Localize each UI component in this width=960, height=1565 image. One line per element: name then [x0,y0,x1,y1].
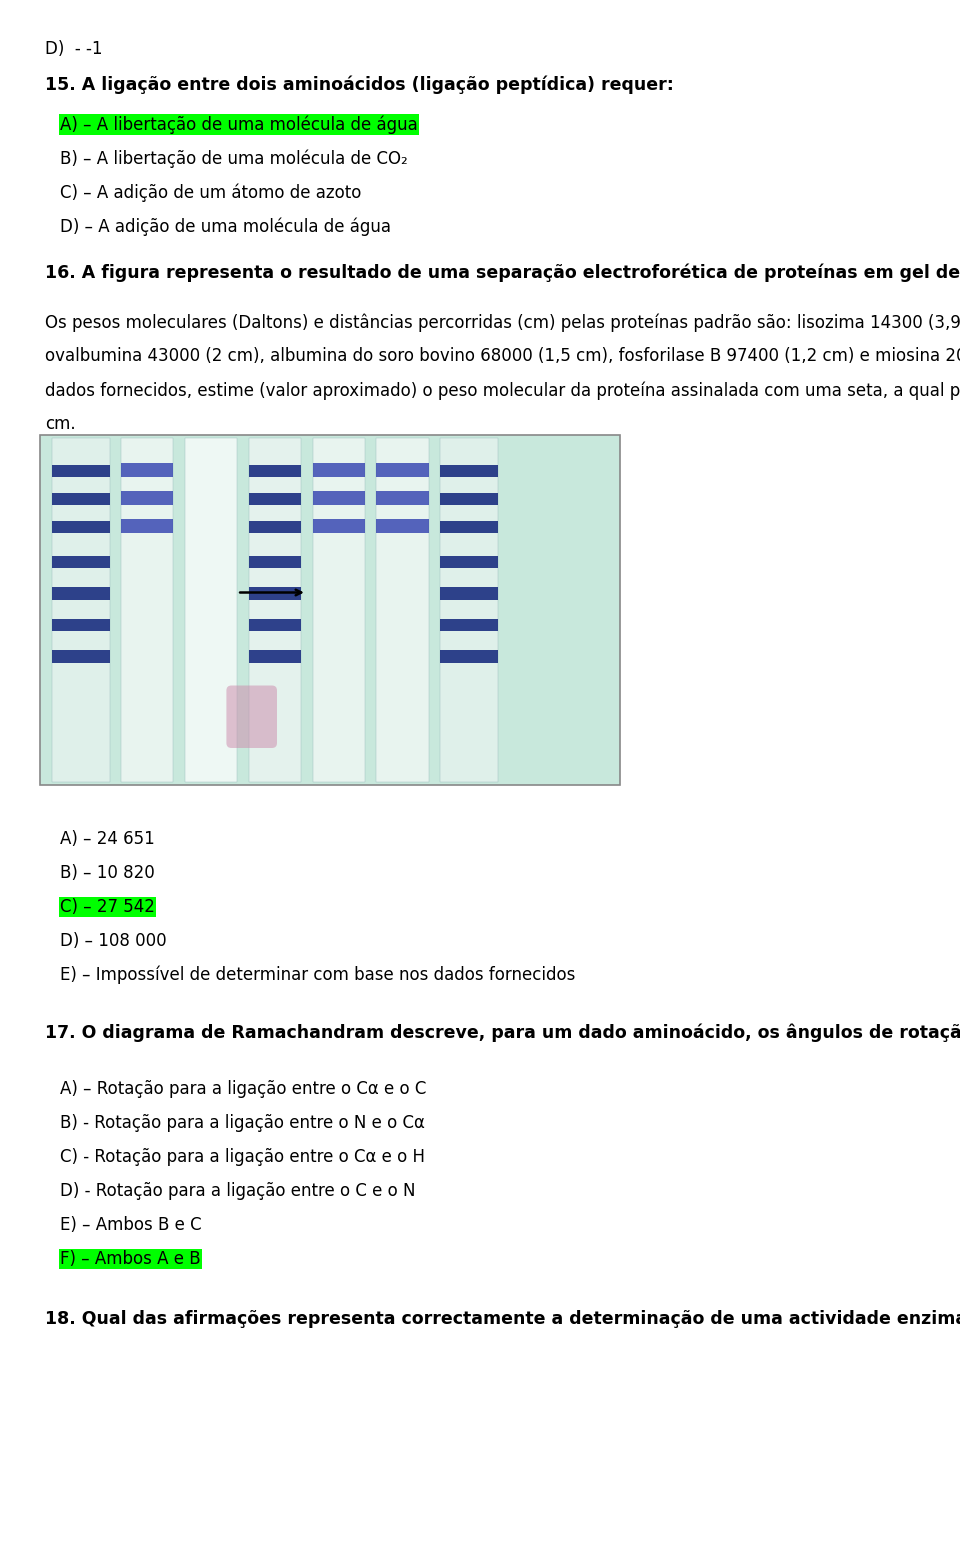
FancyBboxPatch shape [52,649,109,662]
Text: E) – Impossível de determinar com base nos dados fornecidos: E) – Impossível de determinar com base n… [60,966,575,984]
FancyBboxPatch shape [121,438,174,782]
FancyBboxPatch shape [441,521,498,534]
FancyBboxPatch shape [40,435,620,786]
Text: A) – A libertação de uma molécula de água: A) – A libertação de uma molécula de águ… [60,114,418,133]
FancyBboxPatch shape [441,587,498,599]
Text: C) - Rotação para a ligação entre o Cα e o H: C) - Rotação para a ligação entre o Cα e… [60,1149,425,1166]
FancyBboxPatch shape [249,465,301,477]
Text: B) – 10 820: B) – 10 820 [60,864,155,883]
Text: C) – A adição de um átomo de azoto: C) – A adição de um átomo de azoto [60,183,361,202]
FancyBboxPatch shape [52,587,109,599]
FancyBboxPatch shape [249,493,301,505]
Text: F) – Ambos A e B: F) – Ambos A e B [60,1250,201,1268]
FancyBboxPatch shape [249,521,301,534]
FancyBboxPatch shape [376,520,428,534]
Text: B) – A libertação de uma molécula de CO₂: B) – A libertação de uma molécula de CO₂ [60,149,408,167]
FancyBboxPatch shape [313,463,365,477]
FancyBboxPatch shape [121,520,174,534]
FancyBboxPatch shape [121,491,174,505]
Text: cm.: cm. [45,415,76,434]
FancyBboxPatch shape [52,465,109,477]
Text: Os pesos moleculares (Daltons) e distâncias percorridas (cm) pelas proteínas pad: Os pesos moleculares (Daltons) e distânc… [45,313,960,332]
FancyBboxPatch shape [376,491,428,505]
Text: 17. O diagrama de Ramachandram descreve, para um dado aminoácido, os ângulos de : 17. O diagrama de Ramachandram descreve,… [45,1024,960,1041]
FancyBboxPatch shape [52,618,109,631]
FancyBboxPatch shape [376,463,428,477]
Text: 16. A figura representa o resultado de uma separação electroforética de proteína: 16. A figura representa o resultado de u… [45,263,960,282]
FancyBboxPatch shape [227,685,277,748]
Text: D) - Rotação para a ligação entre o C e o N: D) - Rotação para a ligação entre o C e … [60,1182,416,1200]
Text: A) – Rotação para a ligação entre o Cα e o C: A) – Rotação para a ligação entre o Cα e… [60,1080,426,1099]
FancyBboxPatch shape [313,438,365,782]
FancyBboxPatch shape [249,556,301,568]
FancyBboxPatch shape [313,520,365,534]
Text: A) – 24 651: A) – 24 651 [60,829,155,848]
FancyBboxPatch shape [441,465,498,477]
FancyBboxPatch shape [441,649,498,662]
Text: 15. A ligação entre dois aminoácidos (ligação peptídica) requer:: 15. A ligação entre dois aminoácidos (li… [45,75,674,94]
Text: D) – A adição de uma molécula de água: D) – A adição de uma molécula de água [60,218,391,235]
Text: 18. Qual das afirmações representa correctamente a determinação de uma actividad: 18. Qual das afirmações representa corre… [45,1310,960,1329]
FancyBboxPatch shape [52,438,109,782]
FancyBboxPatch shape [249,649,301,662]
FancyBboxPatch shape [249,587,301,599]
FancyBboxPatch shape [249,618,301,631]
FancyBboxPatch shape [441,438,498,782]
FancyBboxPatch shape [249,438,301,782]
FancyBboxPatch shape [441,556,498,568]
FancyBboxPatch shape [441,493,498,505]
Text: D)  - -1: D) - -1 [45,41,103,58]
FancyBboxPatch shape [52,521,109,534]
FancyBboxPatch shape [121,463,174,477]
Text: E) – Ambos B e C: E) – Ambos B e C [60,1216,202,1233]
FancyBboxPatch shape [376,438,428,782]
FancyBboxPatch shape [52,493,109,505]
FancyBboxPatch shape [441,618,498,631]
FancyBboxPatch shape [52,556,109,568]
Text: C) – 27 542: C) – 27 542 [60,898,155,916]
Text: D) – 108 000: D) – 108 000 [60,933,167,950]
FancyBboxPatch shape [313,491,365,505]
Text: dados fornecidos, estime (valor aproximado) o peso molecular da proteína assinal: dados fornecidos, estime (valor aproxima… [45,380,960,399]
FancyBboxPatch shape [185,438,237,782]
Text: ovalbumina 43000 (2 cm), albumina do soro bovino 68000 (1,5 cm), fosforilase B 9: ovalbumina 43000 (2 cm), albumina do sor… [45,347,960,365]
Text: B) - Rotação para a ligação entre o N e o Cα: B) - Rotação para a ligação entre o N e … [60,1114,425,1131]
